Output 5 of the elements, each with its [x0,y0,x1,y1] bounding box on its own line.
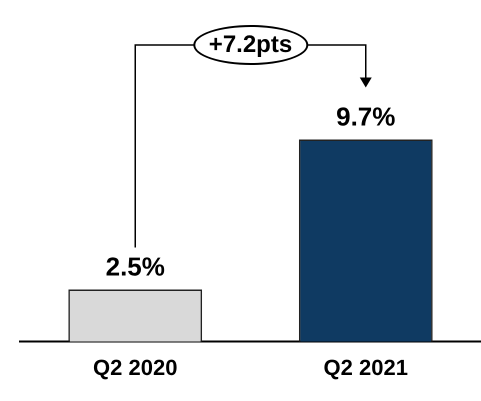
x-tick-label: Q2 2021 [324,354,408,380]
data-label: 2.5% [106,252,165,282]
text: +7.2pts [192,25,308,65]
data-label: 9.7% [336,102,396,132]
x-tick-label: Q2 2020 [93,354,178,380]
